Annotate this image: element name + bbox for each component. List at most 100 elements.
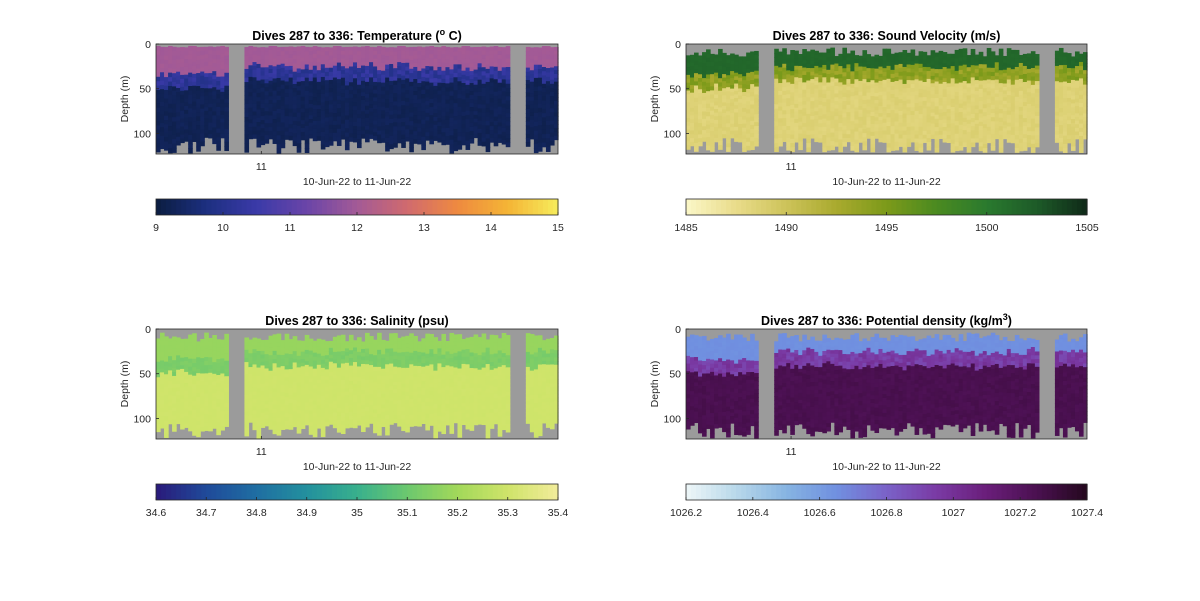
- data-cell: [244, 125, 250, 131]
- data-cell: [970, 48, 976, 54]
- data-cell: [790, 62, 795, 68]
- data-cell: [866, 124, 872, 129]
- data-cell: [1014, 126, 1020, 132]
- data-cell: [1002, 86, 1008, 91]
- data-cell: [449, 69, 455, 75]
- data-cell: [938, 50, 944, 56]
- data-cell: [212, 115, 217, 120]
- data-cell: [184, 51, 189, 56]
- data-cell: [180, 70, 185, 76]
- data-cell: [1030, 122, 1036, 128]
- data-cell: [204, 103, 209, 108]
- colorbar-segment: [941, 199, 948, 215]
- data-cell: [348, 137, 354, 142]
- data-cell: [750, 116, 755, 122]
- data-cell: [698, 138, 703, 143]
- data-cell: [172, 379, 177, 385]
- data-cell: [497, 126, 503, 131]
- data-cell: [974, 120, 980, 125]
- data-cell: [702, 92, 707, 98]
- data-cell: [934, 102, 940, 107]
- data-cell: [553, 50, 559, 56]
- data-cell: [336, 116, 342, 122]
- data-cell: [702, 130, 707, 135]
- data-cell: [184, 121, 189, 127]
- data-cell: [252, 111, 258, 116]
- data-cell: [870, 143, 876, 149]
- data-cell: [990, 121, 996, 127]
- data-cell: [284, 108, 290, 113]
- data-cell: [746, 64, 751, 70]
- data-cell: [276, 126, 282, 132]
- data-cell: [529, 70, 535, 75]
- data-cell: [208, 345, 213, 351]
- data-cell: [862, 66, 868, 72]
- data-cell: [268, 80, 274, 86]
- data-cell: [272, 70, 278, 76]
- data-cell: [389, 140, 394, 145]
- data-cell: [694, 110, 699, 115]
- data-cell: [200, 120, 205, 126]
- data-cell: [461, 50, 467, 55]
- data-cell: [846, 104, 852, 110]
- data-cell: [409, 46, 414, 52]
- data-cell: [304, 112, 310, 118]
- data-cell: [698, 81, 703, 87]
- data-cell: [778, 51, 783, 57]
- data-cell: [525, 125, 531, 131]
- data-cell: [834, 127, 839, 132]
- data-cell: [794, 62, 799, 67]
- data-cell: [292, 141, 298, 147]
- data-cell: [505, 134, 511, 139]
- data-cell: [710, 118, 715, 124]
- data-cell: [686, 137, 691, 142]
- data-cell: [433, 81, 438, 87]
- data-cell: [208, 353, 213, 358]
- data-cell: [854, 123, 860, 129]
- data-cell: [806, 76, 811, 82]
- data-cell: [497, 86, 503, 92]
- data-cell: [1014, 49, 1020, 55]
- data-cell: [393, 101, 398, 107]
- data-cell: [1010, 49, 1016, 55]
- data-cell: [541, 100, 547, 106]
- data-cell: [164, 115, 169, 121]
- data-cell: [553, 93, 559, 98]
- data-cell: [252, 103, 258, 109]
- data-cell: [264, 123, 270, 128]
- colorbar-tick-label: 14: [485, 222, 497, 234]
- data-cell: [974, 105, 980, 110]
- data-cell: [714, 69, 719, 74]
- data-cell: [192, 367, 197, 373]
- data-cell: [1066, 105, 1072, 110]
- data-cell: [890, 114, 896, 119]
- data-cell: [794, 92, 799, 97]
- data-cell: [533, 95, 539, 101]
- data-cell: [164, 420, 169, 426]
- data-cell: [485, 94, 491, 100]
- data-cell: [373, 120, 378, 126]
- data-cell: [726, 119, 731, 124]
- data-cell: [352, 121, 358, 127]
- data-cell: [505, 75, 511, 81]
- data-cell: [252, 65, 258, 71]
- data-cell: [501, 91, 507, 97]
- data-cell: [954, 96, 960, 101]
- data-cell: [172, 352, 177, 357]
- data-cell: [164, 85, 169, 91]
- data-cell: [1014, 88, 1020, 94]
- data-cell: [373, 74, 378, 79]
- data-cell: [818, 130, 823, 136]
- data-cell: [268, 96, 274, 101]
- data-cell: [786, 58, 791, 64]
- data-cell: [537, 86, 543, 92]
- data-cell: [212, 47, 217, 52]
- data-cell: [348, 129, 354, 134]
- data-cell: [541, 58, 547, 64]
- data-cell: [882, 107, 888, 112]
- data-cell: [224, 51, 229, 57]
- data-cell: [806, 97, 811, 103]
- data-cell: [180, 380, 185, 385]
- data-cell: [918, 147, 924, 153]
- data-cell: [377, 122, 382, 128]
